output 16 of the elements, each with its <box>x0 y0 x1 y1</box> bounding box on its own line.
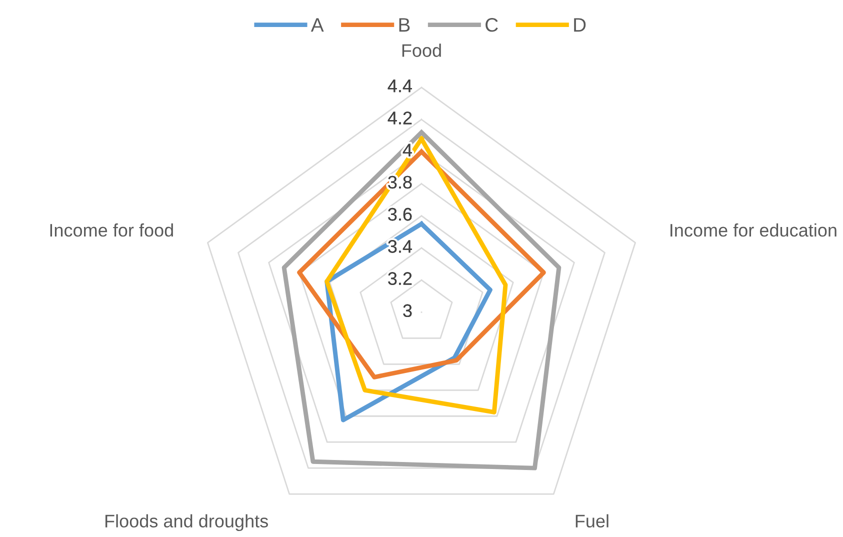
spoke-label: Floods and droughts <box>105 514 268 532</box>
y-tick-label: 3 <box>403 304 412 318</box>
y-tick-label: 3.4 <box>388 240 412 253</box>
y-tick-label: 3.2 <box>388 272 412 285</box>
y-tick-label: 4.4 <box>388 80 412 92</box>
legend-label: C <box>486 18 498 32</box>
y-tick-label: 3.6 <box>388 208 412 221</box>
spoke-label: Fuel <box>576 514 608 528</box>
legend-label: D <box>574 18 586 32</box>
legend-label: B <box>399 18 410 32</box>
y-tick-label: 4.2 <box>388 112 412 124</box>
spoke-label: Income for food <box>50 223 173 237</box>
spoke-label: Food <box>402 44 441 57</box>
legend-label: A <box>310 18 324 32</box>
y-tick-label: 4 <box>402 144 412 156</box>
spoke-label: Income for education <box>670 223 836 237</box>
